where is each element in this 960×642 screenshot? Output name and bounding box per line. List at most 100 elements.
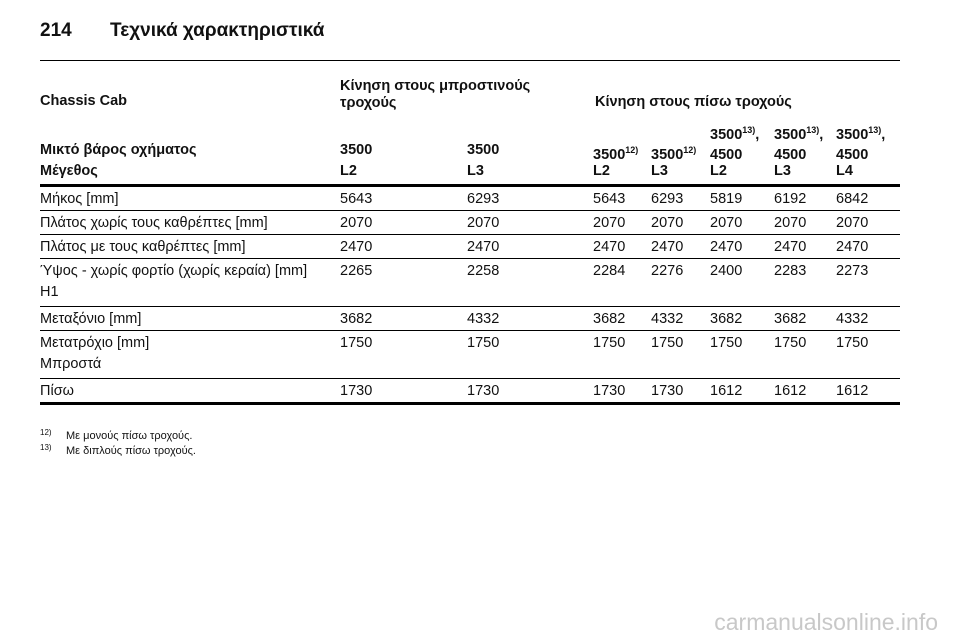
table-cell: 1750 bbox=[710, 335, 743, 351]
table-cell: 1612 bbox=[774, 383, 807, 399]
table-cell: 1750 bbox=[467, 335, 500, 351]
table-title: Chassis Cab bbox=[40, 93, 128, 109]
weight-upper-value: 3500 bbox=[774, 127, 807, 143]
table-cell: 5643 bbox=[340, 191, 373, 207]
row-label: Πλάτος με τους καθρέπτες [mm] bbox=[40, 239, 246, 255]
table-body: Μήκος [mm] 5643 6293 5643 6293 5819 6192 6842 Πλ… bbox=[40, 187, 900, 405]
table-cell: 5643 bbox=[593, 191, 626, 207]
table-cell: 3682 bbox=[774, 311, 807, 327]
table-cell: 1730 bbox=[593, 383, 626, 399]
size-cell: L3 bbox=[774, 163, 791, 179]
table-cell: 6293 bbox=[651, 191, 684, 207]
size-label: Μέγεθος bbox=[40, 163, 98, 179]
weight-value: 3500 bbox=[340, 142, 373, 158]
table-cell: 2470 bbox=[651, 239, 684, 255]
table-cell: 1750 bbox=[593, 335, 626, 351]
table-cell: 2070 bbox=[774, 215, 807, 231]
table-cell: 1612 bbox=[710, 383, 743, 399]
table-cell: 1612 bbox=[836, 383, 869, 399]
table-cell: 2258 bbox=[467, 263, 500, 279]
size-cell: L2 bbox=[593, 163, 610, 179]
table-cell: 2070 bbox=[467, 215, 500, 231]
weight-cell: 350012) bbox=[593, 145, 639, 163]
table-cell: 2470 bbox=[340, 239, 373, 255]
table-cell: 6293 bbox=[467, 191, 500, 207]
row-label: Πίσω bbox=[40, 383, 74, 399]
weight-label: Μικτό βάρος οχήματος bbox=[40, 142, 197, 158]
table-cell: 1750 bbox=[836, 335, 869, 351]
front-drive-header: Κίνηση στους μπροστινούς τροχούς bbox=[340, 78, 531, 111]
table-cell: 2470 bbox=[836, 239, 869, 255]
table-row: Πλάτος χωρίς τους καθρέπτες [mm] 2070 2070… bbox=[40, 211, 900, 235]
table-cell: 4332 bbox=[651, 311, 684, 327]
row-label: Μήκος [mm] bbox=[40, 191, 119, 207]
table-row: Ύψος - χωρίς φορτίο (χωρίς κεραία) [mm] H… bbox=[40, 259, 900, 307]
weight-upper-value: 3500 bbox=[710, 127, 743, 143]
table-cell: 5819 bbox=[710, 191, 743, 207]
table-cell: 3682 bbox=[710, 311, 743, 327]
table-cell: 2070 bbox=[651, 215, 684, 231]
table-cell: 6842 bbox=[836, 191, 869, 207]
size-cell: L3 bbox=[467, 163, 484, 179]
group-header-row: Chassis Cab Κίνηση στους μπροστινούς τρο… bbox=[40, 70, 900, 120]
table-cell: 4332 bbox=[836, 311, 869, 327]
weight-upper-value: 3500 bbox=[836, 127, 869, 143]
table-row: Μεταξόνιο [mm] 3682 4332 3682 4332 3682 3682 43… bbox=[40, 307, 900, 331]
table-row: Μετατρόχιο [mm] Μπροστά 1750 1750 1750 1750 17… bbox=[40, 331, 900, 379]
table-cell: 1730 bbox=[467, 383, 500, 399]
weight-value: 4500 bbox=[710, 147, 743, 163]
table-cell: 2070 bbox=[593, 215, 626, 231]
footnote-13: 13) Με διπλούς πίσω τροχούς. bbox=[40, 443, 196, 457]
weight-cell: 350013), 4500 bbox=[774, 125, 824, 163]
row-label: Μεταξόνιο [mm] bbox=[40, 311, 142, 327]
table-row: Πίσω 1730 1730 1730 1730 1612 1612 1612 bbox=[40, 379, 900, 405]
spec-table: Chassis Cab Κίνηση στους μπροστινούς τρο… bbox=[40, 70, 900, 405]
size-cell: L2 bbox=[710, 163, 727, 179]
weight-cell: 3500 bbox=[467, 120, 499, 160]
weight-value: 3500 bbox=[651, 147, 684, 163]
page-title: Τεχνικά χαρακτηριστικά bbox=[110, 20, 325, 41]
table-cell: 3682 bbox=[593, 311, 626, 327]
table-cell: 2070 bbox=[340, 215, 373, 231]
table-cell: 2400 bbox=[710, 263, 743, 279]
weight-cell: 3500 bbox=[340, 120, 372, 160]
weight-row: Μικτό βάρος οχήματος 3500 3500 350012) 3… bbox=[40, 120, 900, 163]
table-cell: 2470 bbox=[467, 239, 500, 255]
table-cell: 6192 bbox=[774, 191, 807, 207]
table-row: Πλάτος με τους καθρέπτες [mm] 2470 2470 247… bbox=[40, 235, 900, 259]
table-cell: 1750 bbox=[651, 335, 684, 351]
table-cell: 1750 bbox=[340, 335, 373, 351]
table-cell: 2265 bbox=[340, 263, 373, 279]
page-number: 214 bbox=[40, 20, 72, 41]
weight-value: 4500 bbox=[774, 147, 807, 163]
weight-value: 3500 bbox=[593, 147, 626, 163]
table-cell: 2070 bbox=[710, 215, 743, 231]
table-cell: 2470 bbox=[593, 239, 626, 255]
table-cell: 2470 bbox=[774, 239, 807, 255]
rear-drive-header: Κίνηση στους πίσω τροχούς bbox=[595, 94, 792, 110]
row-label: Πλάτος χωρίς τους καθρέπτες [mm] bbox=[40, 215, 268, 231]
header-divider bbox=[40, 60, 900, 61]
table-cell: 1750 bbox=[774, 335, 807, 351]
row-label: Ύψος - χωρίς φορτίο (χωρίς κεραία) [mm] H… bbox=[40, 263, 308, 300]
weight-cell: 350013), 4500 bbox=[836, 125, 886, 163]
size-row: Μέγεθος L2 L3 L2 L3 L2 L3 L4 bbox=[40, 160, 900, 187]
size-cell: L2 bbox=[340, 163, 357, 179]
table-cell: 2070 bbox=[836, 215, 869, 231]
weight-value: 3500 bbox=[467, 142, 500, 158]
weight-value: 4500 bbox=[836, 147, 869, 163]
table-row: Μήκος [mm] 5643 6293 5643 6293 5819 6192 6842 bbox=[40, 187, 900, 211]
table-cell: 2284 bbox=[593, 263, 626, 279]
table-cell: 2276 bbox=[651, 263, 684, 279]
size-cell: L3 bbox=[651, 163, 668, 179]
table-cell: 4332 bbox=[467, 311, 500, 327]
table-cell: 3682 bbox=[340, 311, 373, 327]
size-cell: L4 bbox=[836, 163, 853, 179]
page-header: 214 Τεχνικά χαρακτηριστικά bbox=[40, 20, 324, 42]
footnote-12: 12) Με μονούς πίσω τροχούς. bbox=[40, 428, 193, 442]
row-label: Μετατρόχιο [mm] Μπροστά bbox=[40, 335, 150, 372]
watermark: carmanualsonline.info bbox=[714, 609, 938, 635]
weight-cell: 350012) bbox=[651, 145, 697, 163]
table-cell: 2470 bbox=[710, 239, 743, 255]
table-cell: 1730 bbox=[340, 383, 373, 399]
